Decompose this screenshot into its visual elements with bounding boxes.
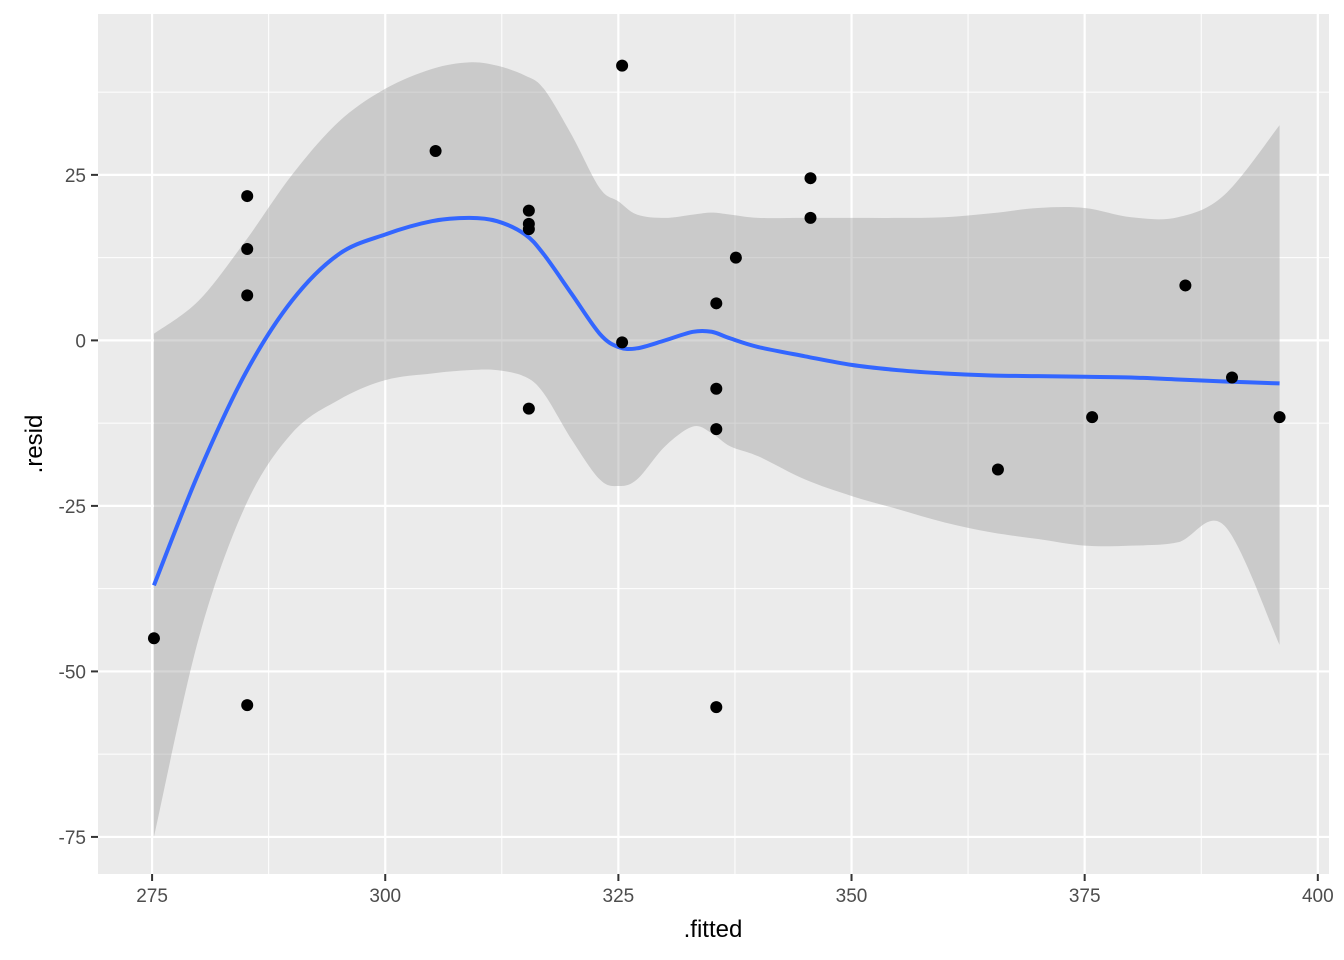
data-point — [710, 701, 723, 714]
data-point — [804, 211, 817, 224]
y-tick-label: -75 — [59, 828, 86, 849]
data-point — [1179, 279, 1192, 292]
data-point — [241, 190, 254, 203]
data-point — [1273, 411, 1286, 424]
data-point — [522, 402, 535, 415]
data-point — [241, 243, 254, 256]
smooth-line — [152, 215, 1280, 587]
confidence-ribbon — [153, 62, 1280, 837]
data-point — [147, 632, 160, 645]
y-axis-ticks: -75 -50 -25 0 25 — [59, 166, 98, 849]
data-point — [522, 204, 535, 217]
x-axis-ticks: 275 300 325 350 375 400 — [136, 874, 1334, 907]
x-tick-label: 275 — [136, 886, 168, 907]
data-points — [147, 59, 1286, 714]
x-tick-label: 350 — [836, 886, 868, 907]
x-axis-title: .fitted — [684, 916, 743, 943]
x-tick-label: 375 — [1069, 886, 1101, 907]
data-point — [710, 382, 723, 395]
data-point — [522, 223, 535, 236]
data-point — [729, 251, 742, 264]
major-gridlines — [98, 14, 1329, 874]
y-tick-label: -25 — [59, 497, 86, 518]
data-point — [1226, 371, 1239, 384]
data-point — [616, 336, 629, 349]
y-tick-label: 0 — [75, 331, 86, 352]
data-point — [1086, 411, 1099, 424]
x-tick-label: 400 — [1302, 886, 1334, 907]
data-point — [616, 59, 629, 72]
minor-gridlines — [98, 14, 1329, 874]
data-point — [991, 463, 1004, 476]
y-tick-label: 25 — [65, 166, 86, 187]
data-point — [804, 172, 817, 185]
data-point — [710, 423, 723, 436]
data-point — [429, 145, 442, 158]
y-axis-title: .resid — [21, 415, 48, 474]
data-point — [241, 289, 254, 302]
x-tick-label: 300 — [369, 886, 401, 907]
x-tick-label: 325 — [603, 886, 635, 907]
y-tick-label: -50 — [59, 662, 86, 683]
data-point — [710, 297, 723, 310]
data-point — [241, 699, 254, 712]
plot-panel — [98, 14, 1329, 874]
